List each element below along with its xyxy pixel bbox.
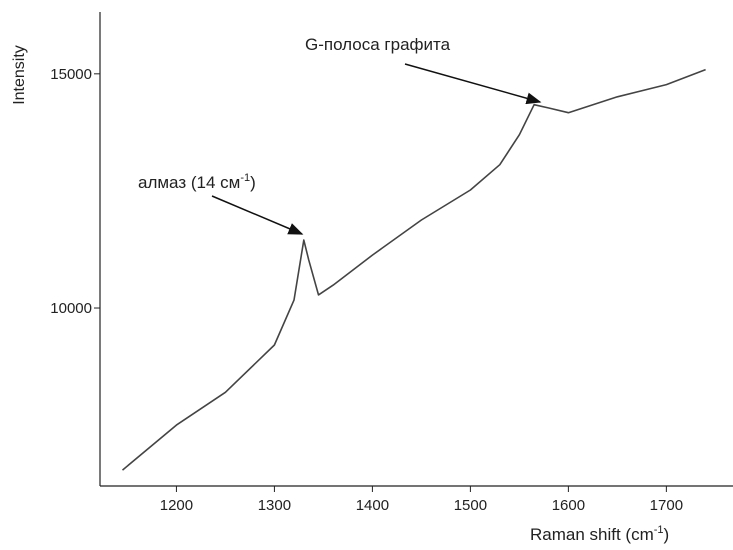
annotation: алмаз (14 см-1) xyxy=(138,172,256,192)
y-tick-label: 10000 xyxy=(50,300,92,317)
annotation-arrow xyxy=(211,195,304,235)
annotation-tail: ) xyxy=(250,173,256,192)
x-tick-label: 1500 xyxy=(454,497,487,514)
annotation-arrow xyxy=(404,63,542,105)
x-tick-label: 1400 xyxy=(356,497,389,514)
annotation-text: алмаз (14 см xyxy=(138,173,240,192)
x-label-text: Raman shift (cm xyxy=(530,525,654,544)
x-tick-label: 1600 xyxy=(552,497,585,514)
annotation: G-полоса графита xyxy=(305,35,451,54)
y-tick-label: 15000 xyxy=(50,66,92,83)
x-label-sup: -1 xyxy=(654,524,664,536)
x-tick-label: 1300 xyxy=(258,497,291,514)
annotation-sup: -1 xyxy=(240,172,250,184)
x-tick-label: 1700 xyxy=(650,497,683,514)
y-axis-label: Intensity xyxy=(11,45,28,105)
x-axis-label: Raman shift (cm-1) xyxy=(530,524,669,544)
x-label-tail: ) xyxy=(664,525,670,544)
spectrum-line xyxy=(121,68,706,471)
x-tick-label: 1200 xyxy=(160,497,193,514)
